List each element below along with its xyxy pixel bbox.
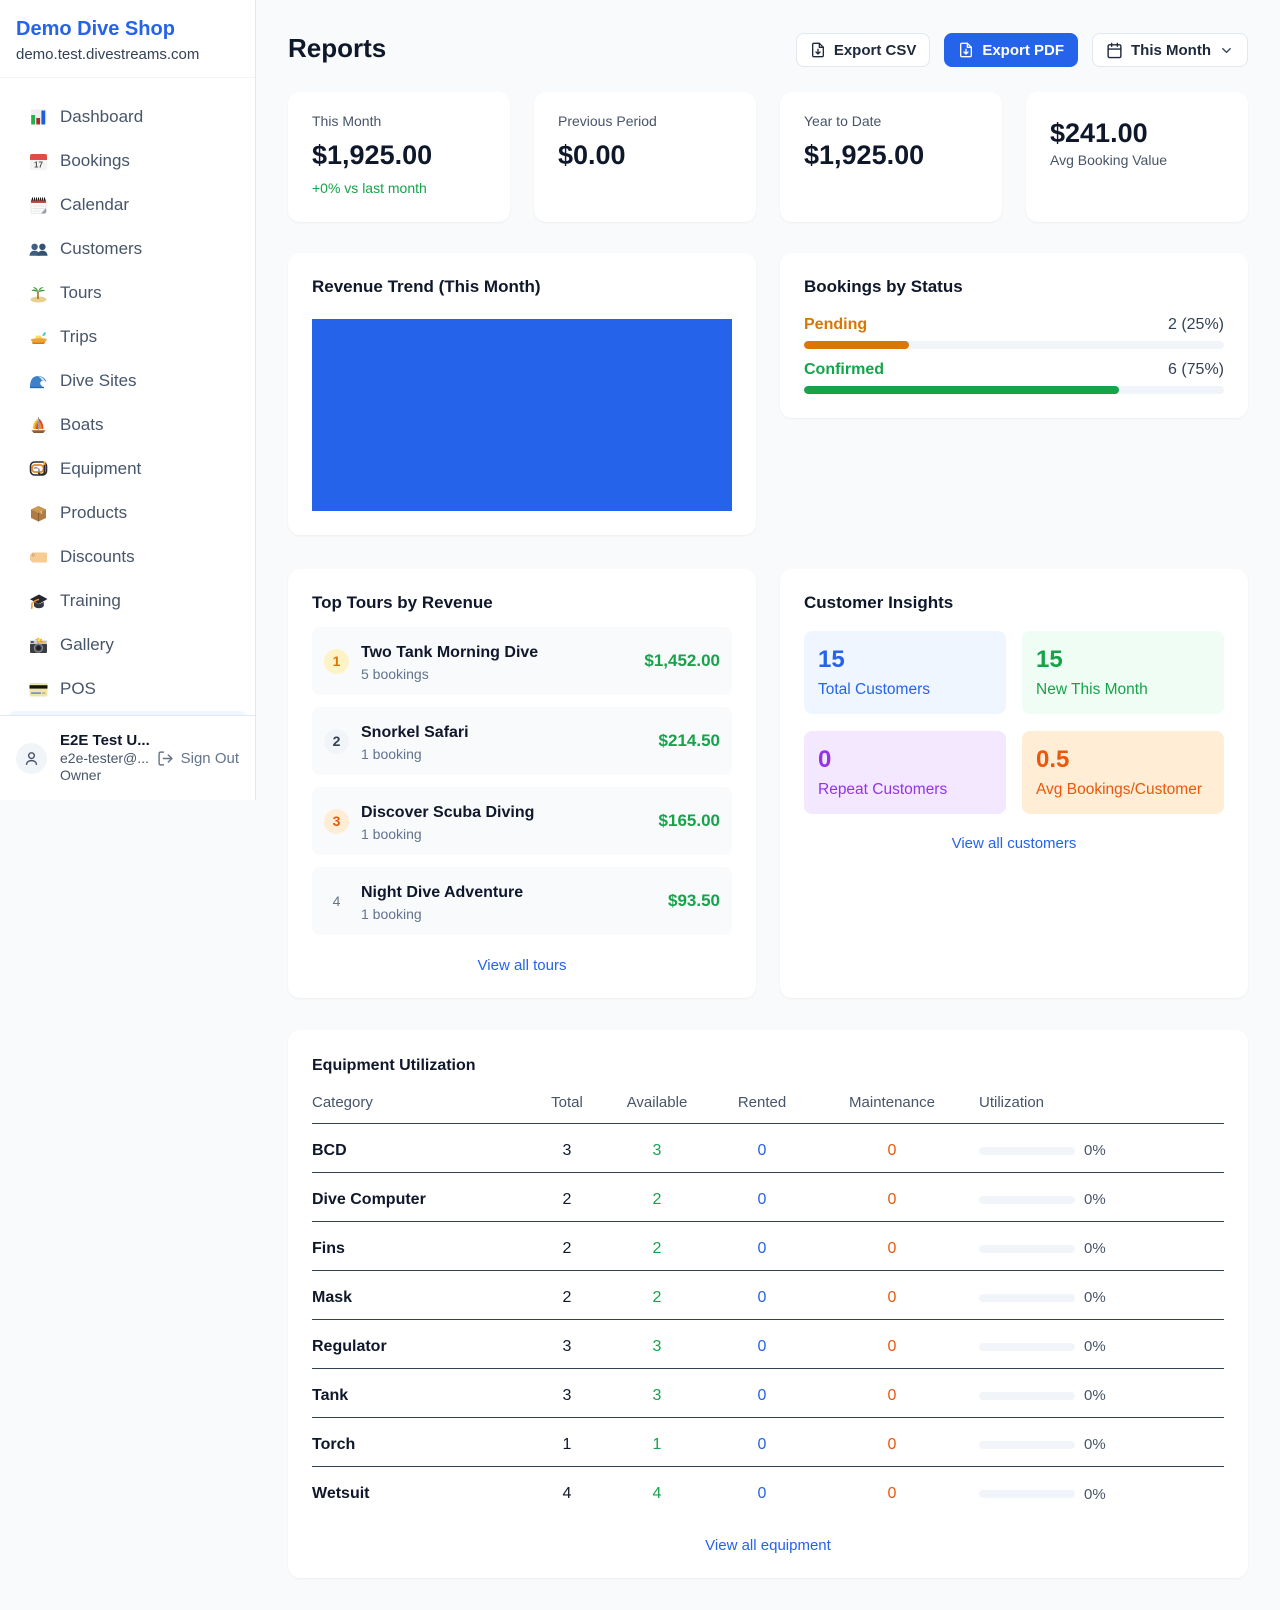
svg-text:17: 17 bbox=[34, 160, 43, 169]
